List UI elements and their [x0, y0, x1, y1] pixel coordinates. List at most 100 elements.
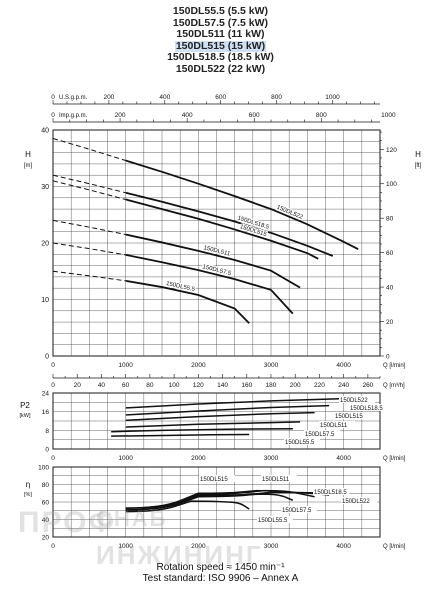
x-tick-label: 0: [51, 543, 55, 550]
m3h-tick-label: 80: [146, 382, 154, 389]
head-right-tick-label: 80: [386, 216, 394, 223]
m3h-tick-label: 160: [241, 382, 252, 389]
x-tick-label: 2000: [191, 543, 206, 550]
power-y-tick-label: 16: [42, 409, 50, 416]
x-axis-label: Q [l/min]: [383, 456, 406, 462]
model-line: 150DL515 (15 kW): [0, 40, 441, 52]
power-label-bg: [319, 421, 355, 428]
model-label: 150DL522 (22 kW): [175, 62, 266, 75]
efficiency-curve-label: 150DL522: [342, 499, 370, 505]
efficiency-curve-150DL515: [125, 489, 315, 509]
efficiency-y-tick-label: 80: [42, 482, 50, 489]
head-right-tick-label: 100: [386, 181, 397, 188]
head-curve-dashed: [52, 180, 126, 200]
power-y-tick-label: 0: [45, 447, 49, 454]
top-axis-tick-label: 600: [249, 112, 260, 119]
head-curve-150DL57.5: [125, 253, 294, 315]
m3h-tick-label: 20: [74, 382, 82, 389]
head-y-axis-label-unit: [m]: [24, 163, 33, 169]
power-curve-150DL522: [125, 397, 344, 409]
power-curve-150DL518.5: [125, 404, 330, 416]
head-curve-150DL522: [125, 159, 359, 251]
top-axis-tick-label: 1000: [381, 112, 396, 119]
top-axis-tick-label: 400: [159, 94, 170, 101]
power-curve-label: 150DL55.5: [285, 440, 315, 446]
model-list: 150DL55.5 (5.5 kW) 150DL57.5 (7.5 kW) 15…: [0, 5, 441, 76]
m3h-tick-label: 60: [122, 382, 130, 389]
head-curve-dashed: [52, 242, 126, 256]
watermark-logo: ПРОФ: [18, 506, 116, 540]
power-curve-150DL57.5: [111, 427, 293, 433]
x-tick-label: 4000: [336, 543, 351, 550]
head-y-tick-label: 30: [41, 184, 49, 191]
m3h-tick-label: 120: [193, 382, 204, 389]
model-line: 150DL518.5 (18.5 kW): [0, 51, 441, 64]
x-tick-label: 3000: [264, 455, 279, 462]
head-curve-150DL518.5: [125, 191, 334, 257]
efficiency-curve-label: 150DL55.5: [258, 518, 288, 524]
top-axis-tick-label: 0: [51, 94, 55, 101]
power-curve-label: 150DL518.5: [350, 406, 383, 412]
watermark-word: СНАБ: [96, 506, 168, 531]
m3h-tick-label: 0: [51, 382, 55, 389]
model-label: 150DL511 (11 kW): [176, 28, 265, 40]
top-axis-tick-label: 600: [215, 94, 226, 101]
power-label-bg: [339, 396, 375, 403]
model-line: 150DL57.5 (7.5 kW): [0, 16, 441, 30]
head-y-axis-label: H: [25, 150, 31, 159]
efficiency-curve-150DL55.5: [125, 500, 250, 513]
efficiency-curve-150DL57.5: [125, 493, 294, 511]
efficiency-y-tick-label: 40: [42, 517, 50, 524]
power-curve-label: 150DL515: [335, 414, 363, 420]
head-right-axis-label-unit: [ft]: [415, 163, 422, 169]
top-axis-tick-label: 0: [51, 112, 55, 119]
power-label-bg: [304, 430, 340, 437]
efficiency-label-bg: [281, 506, 317, 513]
power-curve-label: 150DL57.5: [305, 432, 335, 438]
power-y-tick-label: 8: [45, 428, 49, 435]
test-standard-note: Test standard: ISO 9906 – Annex A: [142, 573, 299, 584]
head-curve-150DL511: [125, 233, 301, 289]
x-tick-label: 1000: [118, 362, 133, 369]
top-axis-label: Imp.g.p.m.: [59, 113, 88, 119]
top-axis-tick-label: 1000: [325, 94, 340, 101]
top-axis-tick-label: 400: [182, 112, 193, 119]
watermark-logo: СНАБ: [96, 506, 167, 532]
head-right-tick-label: 0: [386, 354, 390, 361]
head-y-tick-label: 20: [41, 241, 49, 248]
m3h-tick-label: 140: [217, 382, 228, 389]
x-axis-label: Q [l/min]: [383, 544, 406, 550]
head-right-tick-label: 40: [386, 285, 394, 292]
model-line: 150DL511 (11 kW): [0, 28, 441, 41]
model-label: 150DL57.5 (7.5 kW): [172, 16, 269, 29]
efficiency-y-tick-label: 100: [38, 465, 49, 472]
top-axis-tick-label: 200: [103, 94, 114, 101]
head-right-tick-label: 60: [386, 250, 394, 257]
head-curve-dashed: [52, 270, 126, 282]
model-label: 150DL55.5 (5.5 kW): [172, 5, 269, 17]
m3h-axis-label: Q [m³/h]: [383, 383, 405, 389]
efficiency-label-bg: [199, 475, 235, 482]
power-label-bg: [334, 412, 370, 419]
power-curve-150DL55.5: [111, 433, 250, 437]
efficiency-label-bg: [313, 488, 349, 495]
head-y-tick-label: 0: [45, 354, 49, 361]
power-curve-label: 150DL522: [340, 398, 368, 404]
m3h-tick-label: 200: [290, 382, 301, 389]
head-curve-dashed: [52, 219, 126, 236]
power-y-tick-label: 24: [42, 391, 50, 398]
power-label-bg: [349, 404, 385, 411]
power-curve-150DL515: [125, 411, 315, 422]
top-axis-tick-label: 800: [271, 94, 282, 101]
head-right-tick-label: 20: [386, 319, 394, 326]
model-line: 150DL522 (22 kW): [0, 62, 441, 76]
power-y-axis-label-unit: [kW]: [20, 413, 31, 419]
model-label: 150DL518.5 (18.5 kW): [167, 51, 274, 63]
efficiency-label-bg: [341, 497, 377, 504]
x-tick-label: 2000: [191, 455, 206, 462]
x-tick-label: 0: [51, 455, 55, 462]
m3h-tick-label: 100: [169, 382, 180, 389]
head-right-axis-label: H: [415, 150, 421, 159]
x-tick-label: 4000: [336, 362, 351, 369]
